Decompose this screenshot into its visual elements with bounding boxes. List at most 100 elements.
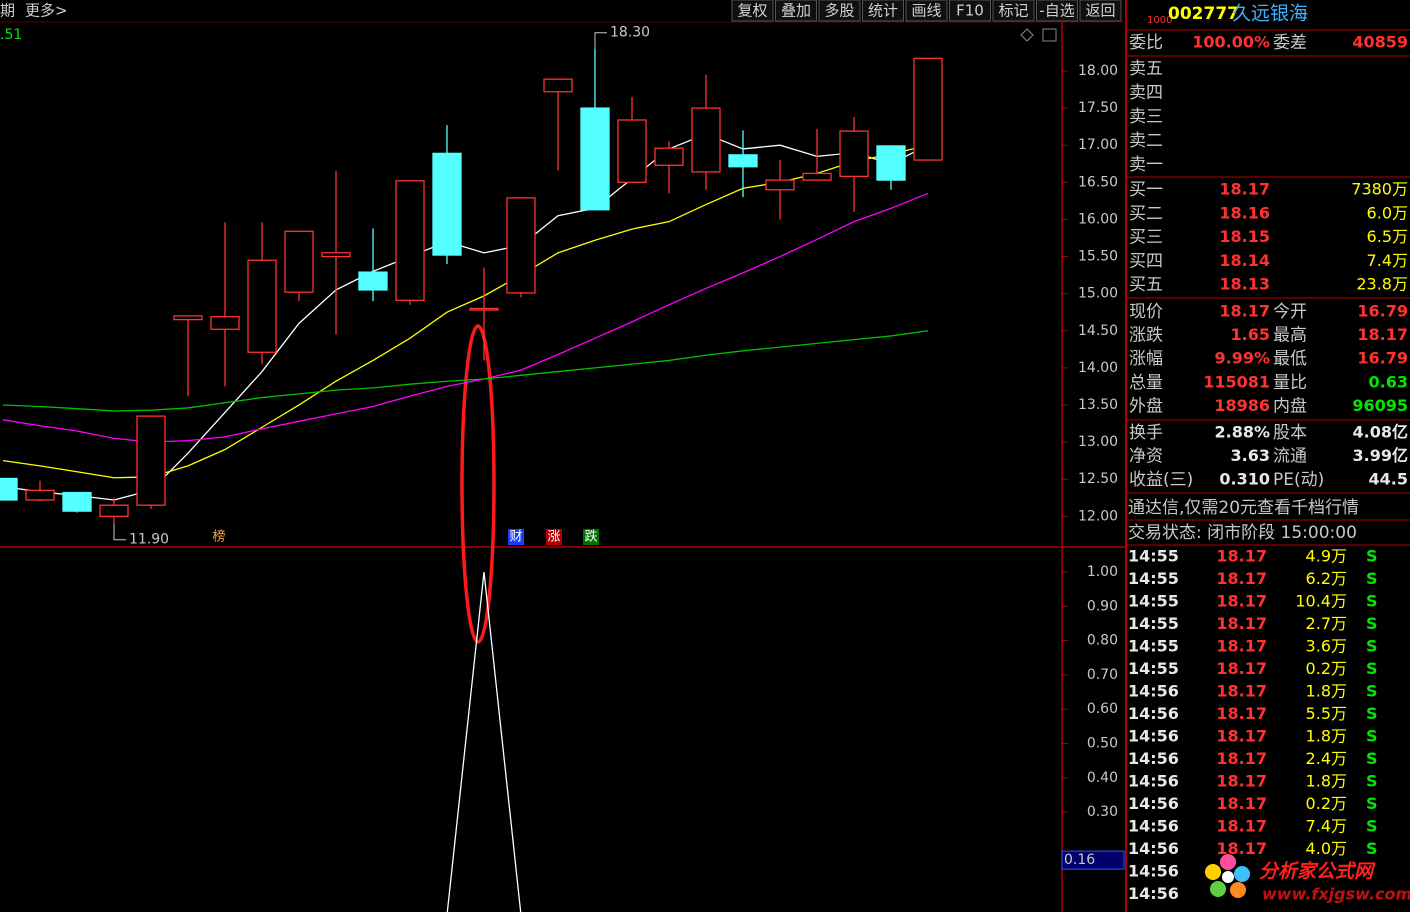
toolbar-button-label[interactable]: 统计 [868,2,898,20]
tick-time: 14:55 [1128,569,1179,588]
buy-volume: 23.8万 [1356,275,1408,294]
candle-body [62,491,92,512]
toolbar-button-label[interactable]: 复权 [737,2,767,20]
tick-time: 14:56 [1128,749,1179,768]
toolbar-button-label[interactable]: 返回 [1085,2,1115,20]
y-tick-label: 15.50 [1078,249,1118,265]
window-icon[interactable] [1042,28,1057,42]
field-label: 量比 [1273,373,1307,393]
buy-level-label: 买三 [1129,228,1163,248]
field-label: 换手 [1129,423,1163,443]
tick-time: 14:56 [1128,862,1179,881]
toolbar-button-label[interactable]: 叠加 [781,2,811,20]
field-value: 0.63 [1369,372,1408,391]
toolbar-button[interactable] [775,0,817,22]
buy-price: 18.14 [1219,251,1270,270]
sell-level-label: 卖三 [1129,107,1163,127]
stock-code: 002777 [1168,4,1239,24]
y-tick-label: 0.80 [1087,633,1118,649]
toolbar-button[interactable] [862,0,904,22]
y-tick-label: 16.00 [1078,211,1118,227]
field-value: 16.79 [1357,349,1408,368]
y-tick-label: 0.60 [1087,701,1118,717]
event-marker-label[interactable]: 跌 [584,529,597,545]
toolbar-button-label[interactable]: 画线 [911,2,941,20]
tick-price: 18.17 [1216,839,1267,858]
cursor-value-box [1061,850,1125,870]
toolbar-button-label[interactable]: 多股 [824,2,854,20]
toolbar-button-label[interactable]: -自选 [1039,2,1074,20]
field-value: 18986 [1214,396,1270,415]
event-marker[interactable] [546,529,562,545]
toolbar-button[interactable] [818,0,861,22]
y-tick-label: 12.00 [1078,508,1118,524]
field-value: 9.99% [1214,349,1270,368]
tick-volume: 2.4万 [1306,749,1347,768]
tick-side: S [1366,794,1378,813]
field-label: 委差 [1273,33,1307,53]
y-tick-label: 0.50 [1087,736,1118,752]
menu-item[interactable]: 更多> [25,2,68,20]
toolbar-button[interactable] [1079,0,1122,22]
event-marker[interactable] [583,529,599,545]
toolbar-button-label[interactable]: F10 [956,2,984,20]
stock-name: 久远银海 [1232,3,1308,25]
field-label: 现价 [1129,302,1163,322]
buy-volume: 7380万 [1351,180,1408,199]
candle-body [395,180,425,301]
y-tick-label: 15.00 [1078,286,1118,302]
y-tick-label: 1.00 [1087,564,1118,580]
toolbar-button[interactable] [1036,0,1078,22]
event-marker[interactable] [211,529,227,545]
tick-time: 14:55 [1128,659,1179,678]
tick-volume: 0.2万 [1306,794,1347,813]
buy-price: 18.15 [1219,227,1270,246]
field-value: 115081 [1203,372,1270,391]
tick-time: 14:55 [1128,614,1179,633]
y-tick-label: 0.30 [1087,804,1118,820]
y-tick-label: 13.50 [1078,397,1118,413]
candle-body [876,145,906,181]
annotation-leader [113,523,126,541]
y-tick-label: 14.00 [1078,360,1118,376]
event-marker-label[interactable]: 榜 [212,529,225,545]
tick-time: 14:55 [1128,637,1179,656]
menu-item[interactable]: 期 [0,2,15,20]
tick-side: S [1366,772,1378,791]
toolbar-button[interactable] [905,0,948,22]
tick-price: 18.17 [1216,592,1267,611]
buy-level-label: 买四 [1129,251,1163,271]
buy-volume: 7.4万 [1367,251,1408,270]
buy-volume: 6.0万 [1367,203,1408,222]
candle-body [247,259,277,353]
field-label: 总量 [1129,373,1163,393]
sell-level-label: 卖五 [1129,59,1163,79]
candle-body [839,130,869,178]
field-label: 最低 [1273,349,1307,369]
candle-body [284,230,314,293]
event-marker[interactable] [508,529,524,545]
tick-volume: 4.0万 [1306,839,1347,858]
toolbar-button[interactable] [949,0,991,22]
candle-body [0,477,18,501]
field-label: 委比 [1129,33,1163,53]
notice[interactable]: 通达信,仅需20元查看千档行情 [1128,498,1359,518]
tick-side: S [1366,817,1378,836]
event-marker-label[interactable]: 涨 [547,530,560,545]
candle-body [913,57,943,161]
toolbar-button[interactable] [731,0,774,22]
tick-volume: 0.2万 [1306,659,1347,678]
diamond-icon[interactable] [1020,28,1034,42]
tick-time: 14:56 [1128,727,1179,746]
watermark-title: 分析家公式网 [1259,861,1376,883]
tick-volume: 7.4万 [1306,817,1347,836]
tick-side: S [1366,682,1378,701]
tick-time: 14:55 [1128,592,1179,611]
event-marker-label[interactable]: 财 [509,530,522,545]
toolbar-button[interactable] [992,0,1035,22]
field-label: PE(动) [1273,470,1324,490]
toolbar-button-label[interactable]: 标记 [998,2,1028,20]
tick-volume: 1.8万 [1306,772,1347,791]
tick-volume: 4.9万 [1306,547,1347,566]
